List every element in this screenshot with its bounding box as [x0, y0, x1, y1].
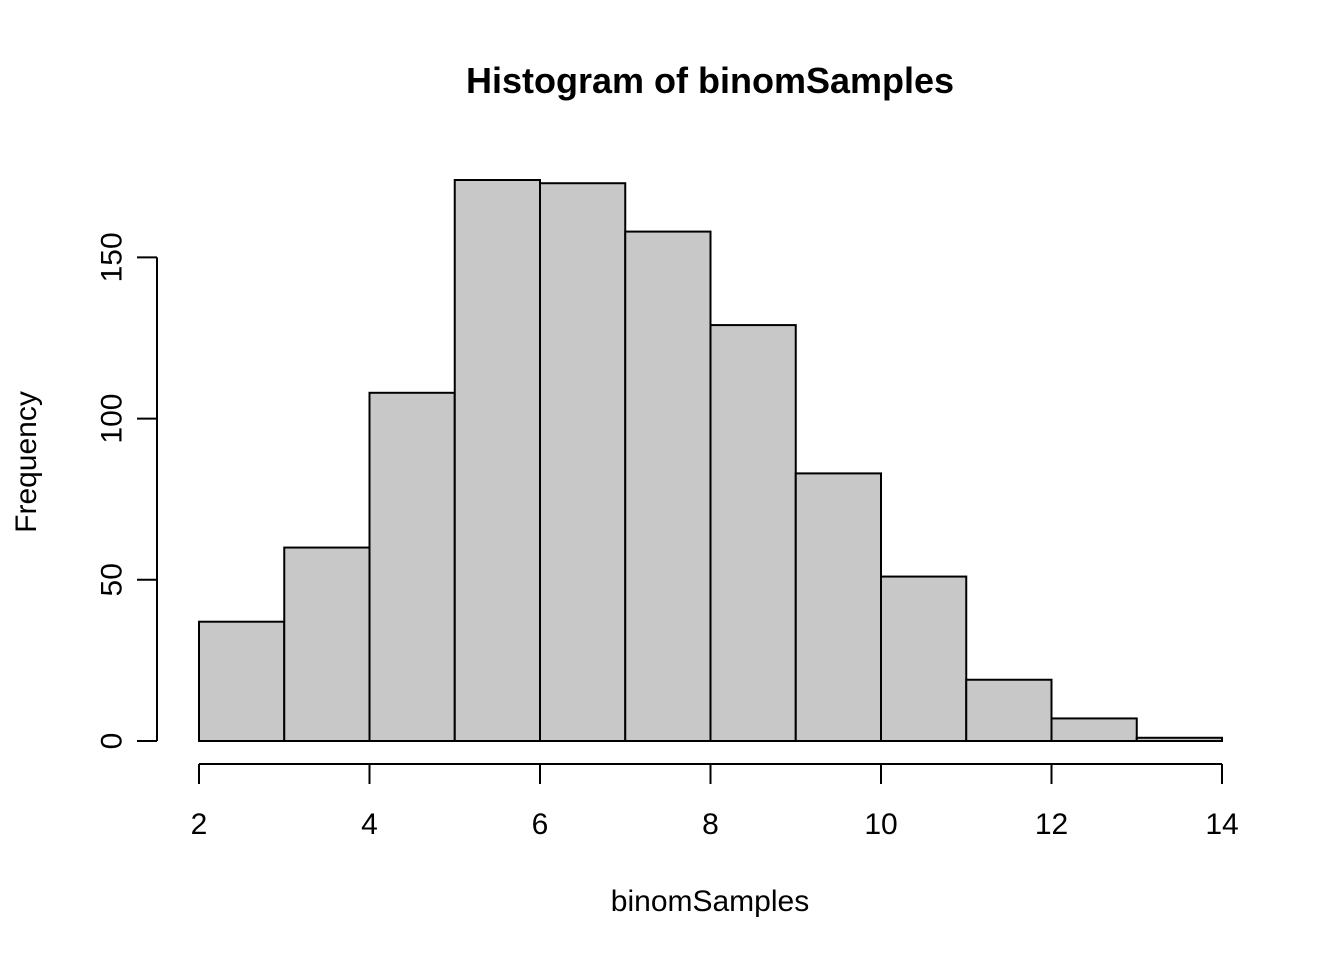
histogram-bar — [1135, 736, 1223, 743]
y-tick-label: 150 — [96, 232, 129, 282]
x-tick-label: 14 — [1205, 808, 1238, 841]
chart-title: Histogram of binomSamples — [466, 60, 954, 101]
histogram-bar — [880, 575, 968, 742]
y-tick-label: 0 — [96, 733, 129, 750]
histogram-bar — [453, 179, 541, 742]
x-tick-label: 2 — [191, 808, 208, 841]
histogram-bar — [1050, 717, 1138, 742]
x-tick-label: 8 — [702, 808, 719, 841]
x-tick-label: 10 — [864, 808, 897, 841]
y-axis-label: Frequency — [10, 391, 43, 533]
histogram-bar — [965, 678, 1053, 743]
x-axis: 2 4 6 8 10 12 14 — [191, 763, 1239, 841]
y-axis: 0 50 100 150 — [96, 232, 158, 749]
x-tick-label: 12 — [1035, 808, 1068, 841]
histogram-bar — [283, 546, 371, 742]
histogram-bars — [198, 179, 1223, 743]
histogram-bar — [709, 324, 797, 742]
histogram-bar — [624, 230, 712, 742]
histogram-bar — [198, 620, 286, 743]
x-tick-label: 4 — [361, 808, 378, 841]
histogram-bar — [794, 472, 882, 742]
y-tick-label: 100 — [96, 394, 129, 444]
x-axis-label: binomSamples — [611, 885, 809, 918]
x-tick-label: 6 — [532, 808, 549, 841]
histogram-bar — [368, 391, 456, 742]
y-tick-label: 50 — [96, 563, 129, 596]
histogram-bar — [539, 182, 627, 743]
